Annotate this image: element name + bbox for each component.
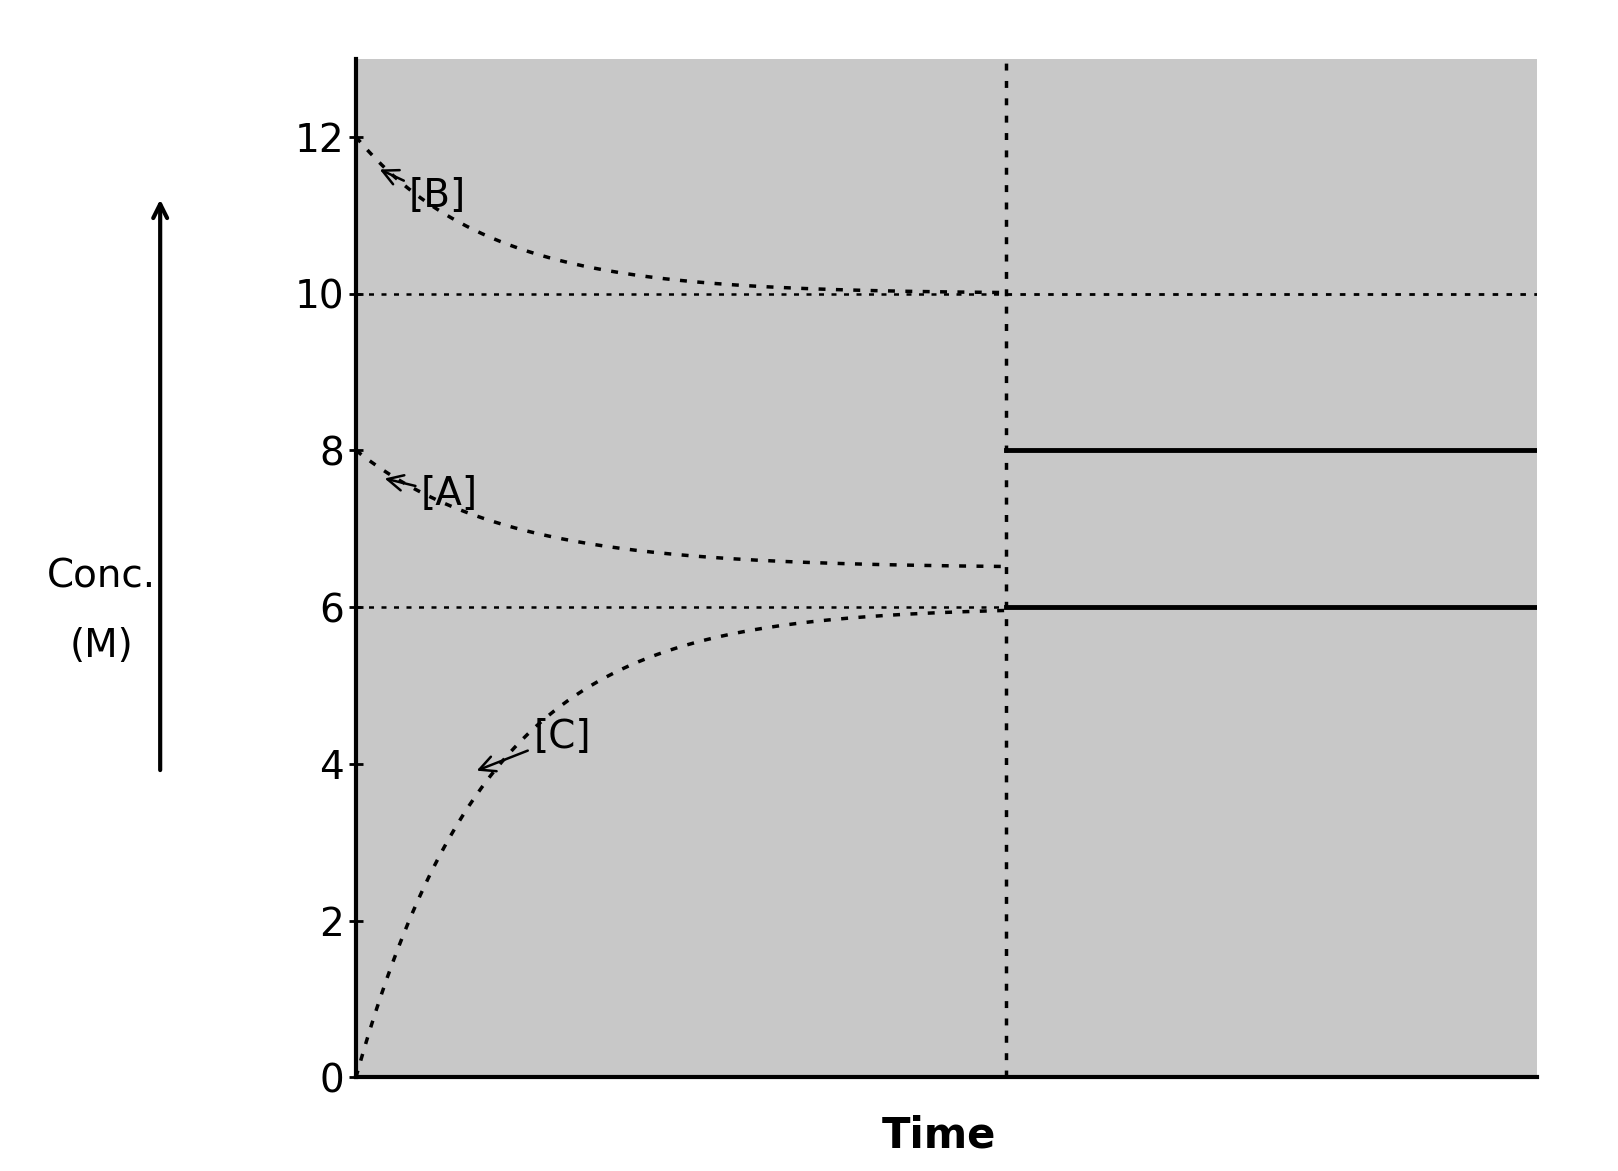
Text: [A]: [A] bbox=[387, 475, 477, 513]
Text: [C]: [C] bbox=[479, 718, 591, 772]
Text: (M): (M) bbox=[70, 628, 134, 665]
Text: [B]: [B] bbox=[382, 170, 466, 215]
Text: Conc.: Conc. bbox=[47, 557, 157, 595]
Text: Time: Time bbox=[882, 1115, 995, 1157]
